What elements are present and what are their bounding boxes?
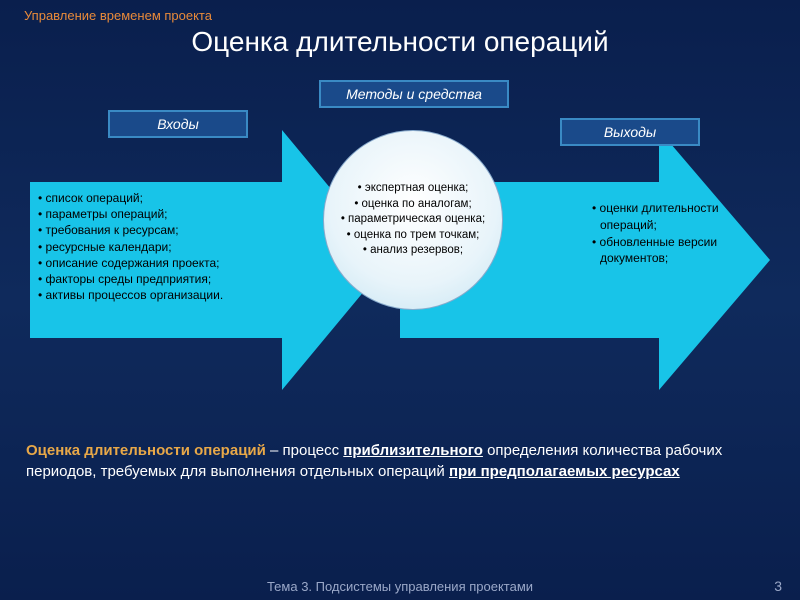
- methods-list: • экспертная оценка;• оценка по аналогам…: [331, 181, 495, 259]
- definition-text: Оценка длительности операций – процесс п…: [26, 440, 776, 482]
- list-item: • оценки длительности операций;: [590, 200, 740, 234]
- outputs-label: Выходы: [560, 118, 700, 146]
- list-item: • параметрическая оценка;: [341, 212, 485, 228]
- section-pretitle: Управление временем проекта: [24, 8, 212, 23]
- list-item: • экспертная оценка;: [341, 181, 485, 197]
- list-item: • обновленные версии документов;: [590, 234, 740, 268]
- list-item: • оценка по трем точкам;: [341, 228, 485, 244]
- page-number: 3: [774, 578, 782, 594]
- list-item: • активы процессов организации.: [36, 287, 266, 303]
- footer-text: Тема 3. Подсистемы управления проектами: [0, 579, 800, 594]
- methods-circle: • экспертная оценка;• оценка по аналогам…: [323, 130, 503, 310]
- list-item: • факторы среды предприятия;: [36, 271, 266, 287]
- list-item: • требования к ресурсам;: [36, 222, 266, 238]
- definition-lead: Оценка длительности операций: [26, 442, 266, 459]
- definition-dash: – процесс: [266, 442, 343, 459]
- page-title: Оценка длительности операций: [0, 26, 800, 58]
- list-item: • ресурсные календари;: [36, 239, 266, 255]
- list-item: • параметры операций;: [36, 206, 266, 222]
- list-item: • оценка по аналогам;: [341, 197, 485, 213]
- list-item: • список операций;: [36, 190, 266, 206]
- definition-underline-2: при предполагаемых ресурсах: [449, 463, 680, 480]
- outputs-list: • оценки длительности операций;• обновле…: [590, 200, 740, 267]
- inputs-label: Входы: [108, 110, 248, 138]
- definition-underline-1: приблизительного: [343, 442, 483, 459]
- methods-label: Методы и средства: [319, 80, 509, 108]
- inputs-list: • список операций;• параметры операций;•…: [36, 190, 266, 303]
- list-item: • описание содержания проекта;: [36, 255, 266, 271]
- list-item: • анализ резервов;: [341, 243, 485, 259]
